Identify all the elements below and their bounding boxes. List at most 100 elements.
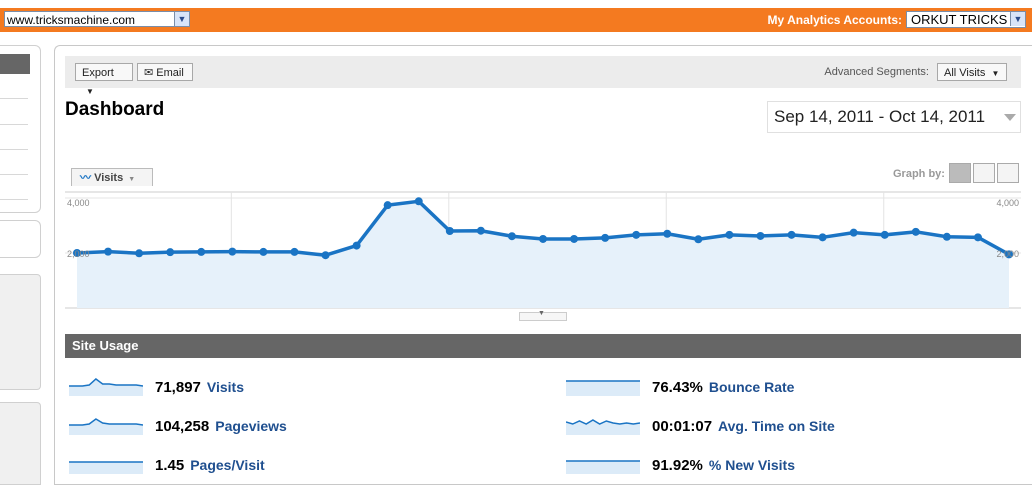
visits-point (756, 231, 765, 240)
page-title: Dashboard (65, 99, 165, 120)
visits-point (476, 226, 485, 235)
y-tick-label-left: 4,000 (67, 198, 90, 208)
visits-point (414, 197, 423, 206)
visits-point (352, 241, 361, 250)
metric-link[interactable]: Bounce Rate (708, 379, 795, 395)
visits-point (818, 233, 827, 242)
date-range-picker[interactable]: Sep 14, 2011 - Oct 14, 2011 (767, 101, 1021, 133)
metric-link[interactable]: Avg. Time on Site (718, 418, 835, 434)
divider (0, 174, 28, 175)
visits-point (166, 248, 175, 257)
segment-value: All Visits (944, 67, 986, 79)
graph-by-week-button[interactable] (973, 163, 995, 183)
visits-point (104, 247, 113, 256)
expand-graph-button[interactable]: ▼ (519, 310, 567, 321)
date-range-value: Sep 14, 2011 - Oct 14, 2011 (774, 107, 986, 126)
metric-tab-label: Visits (94, 172, 124, 184)
email-button[interactable]: ✉ Email (137, 63, 193, 81)
sparkline (566, 460, 640, 474)
chevron-down-icon[interactable] (1004, 114, 1016, 121)
site-selector-value: www.tricksmachine.com (7, 13, 136, 27)
visits-point (632, 230, 641, 239)
sparkline (69, 418, 143, 435)
visits-point (507, 232, 516, 241)
metric-value: 91.92%% New Visits (652, 457, 795, 474)
visits-point (570, 234, 579, 243)
accounts-label: My Analytics Accounts: (767, 13, 902, 27)
sidebar-box (0, 220, 41, 258)
visits-point (1005, 250, 1013, 259)
sidebar-box (0, 274, 41, 390)
visits-chart[interactable]: Sep 19Sep 26Oct 3Oct 102,0002,0004,0004,… (65, 186, 1021, 312)
y-tick-label-right: 4,000 (996, 198, 1019, 208)
metric-new-visits: 91.92%% New Visits (566, 454, 986, 478)
sparkline (69, 461, 143, 474)
chevron-down-icon[interactable]: ▼ (1010, 12, 1025, 26)
graph-by-label: Graph by: (893, 168, 945, 180)
advanced-segments-label: Advanced Segments: (824, 66, 929, 78)
metric-link[interactable]: % New Visits (708, 457, 795, 473)
account-bar: www.tricksmachine.com ▼ My Analytics Acc… (0, 8, 1032, 32)
envelope-icon: ✉ (144, 67, 154, 79)
visits-point (849, 228, 858, 237)
sparkline-area (566, 461, 640, 474)
sparkline-area (69, 379, 143, 396)
segment-selector[interactable]: All Visits ▼ (937, 63, 1007, 81)
export-button[interactable]: Export ▼ (75, 63, 133, 96)
y-tick-label-left: 2,000 (67, 249, 90, 259)
visits-point (787, 230, 796, 239)
visits-point (694, 235, 703, 244)
visits-point (321, 251, 330, 260)
metric-avg-time-on-site: 00:01:07 Avg. Time on Site (566, 415, 986, 439)
sparkline-area (566, 381, 640, 396)
graph-by-day-button[interactable] (949, 163, 971, 183)
visits-point (290, 247, 299, 256)
toolbar: Export ▼ ✉ Email Advanced Segments: All … (65, 56, 1021, 96)
sidebar-box (0, 402, 41, 485)
metric-value: 00:01:07 Avg. Time on Site (652, 418, 835, 435)
metric-pages-visit: 1.45 Pages/Visit (69, 454, 489, 478)
metric-link[interactable]: Pageviews (215, 418, 287, 434)
email-label: Email (156, 67, 184, 79)
metric-value: 1.45 Pages/Visit (155, 457, 265, 474)
chevron-down-icon: ▼ (538, 310, 545, 317)
graph-by-month-button[interactable] (997, 163, 1019, 183)
y-tick-label-right: 2,000 (996, 249, 1019, 259)
visits-point (135, 249, 144, 258)
metric-value: 76.43% Bounce Rate (652, 379, 795, 396)
divider (0, 199, 28, 200)
sparkline-line (69, 378, 143, 387)
visits-point (725, 230, 734, 239)
visits-point (911, 227, 920, 236)
account-selector[interactable]: ORKUT TRICKS ▼ (906, 11, 1026, 28)
metric-value: 71,897 Visits (155, 379, 244, 396)
chevron-down-icon: ▼ (991, 69, 1000, 78)
chevron-down-icon[interactable]: ▼ (174, 12, 189, 26)
metric-link[interactable]: Pages/Visit (190, 457, 265, 473)
sparkline-area (69, 419, 143, 435)
account-selector-value: ORKUT TRICKS (911, 12, 1008, 27)
metric-pageviews: 104,258 Pageviews (69, 415, 489, 439)
metric-value: 104,258 Pageviews (155, 418, 287, 435)
sparkline (566, 419, 640, 435)
metric-link[interactable]: Visits (206, 379, 244, 395)
site-selector[interactable]: www.tricksmachine.com ▼ (4, 11, 190, 27)
visits-point (539, 234, 547, 243)
visits-point (197, 247, 206, 256)
main-panel: Export ▼ ✉ Email Advanced Segments: All … (54, 45, 1032, 485)
divider (0, 124, 28, 125)
visits-point (259, 247, 268, 256)
top-bar: www.tricksmachine.com ▼ My Analytics Acc… (0, 0, 1032, 38)
sparkline-line (566, 419, 640, 425)
visits-point (601, 233, 610, 242)
sparkline-line (69, 418, 143, 426)
line-chart-icon: 〰 (80, 172, 91, 184)
metric-visits: 71,897 Visits (69, 376, 489, 400)
visits-point (942, 232, 951, 241)
sparkline (69, 378, 143, 396)
divider (0, 149, 28, 150)
sparkline (566, 380, 640, 396)
metric-selector-tab[interactable]: 〰 Visits ▼ (71, 168, 153, 186)
metric-bounce-rate: 76.43% Bounce Rate (566, 376, 986, 400)
sidebar-active-item[interactable] (0, 54, 30, 74)
